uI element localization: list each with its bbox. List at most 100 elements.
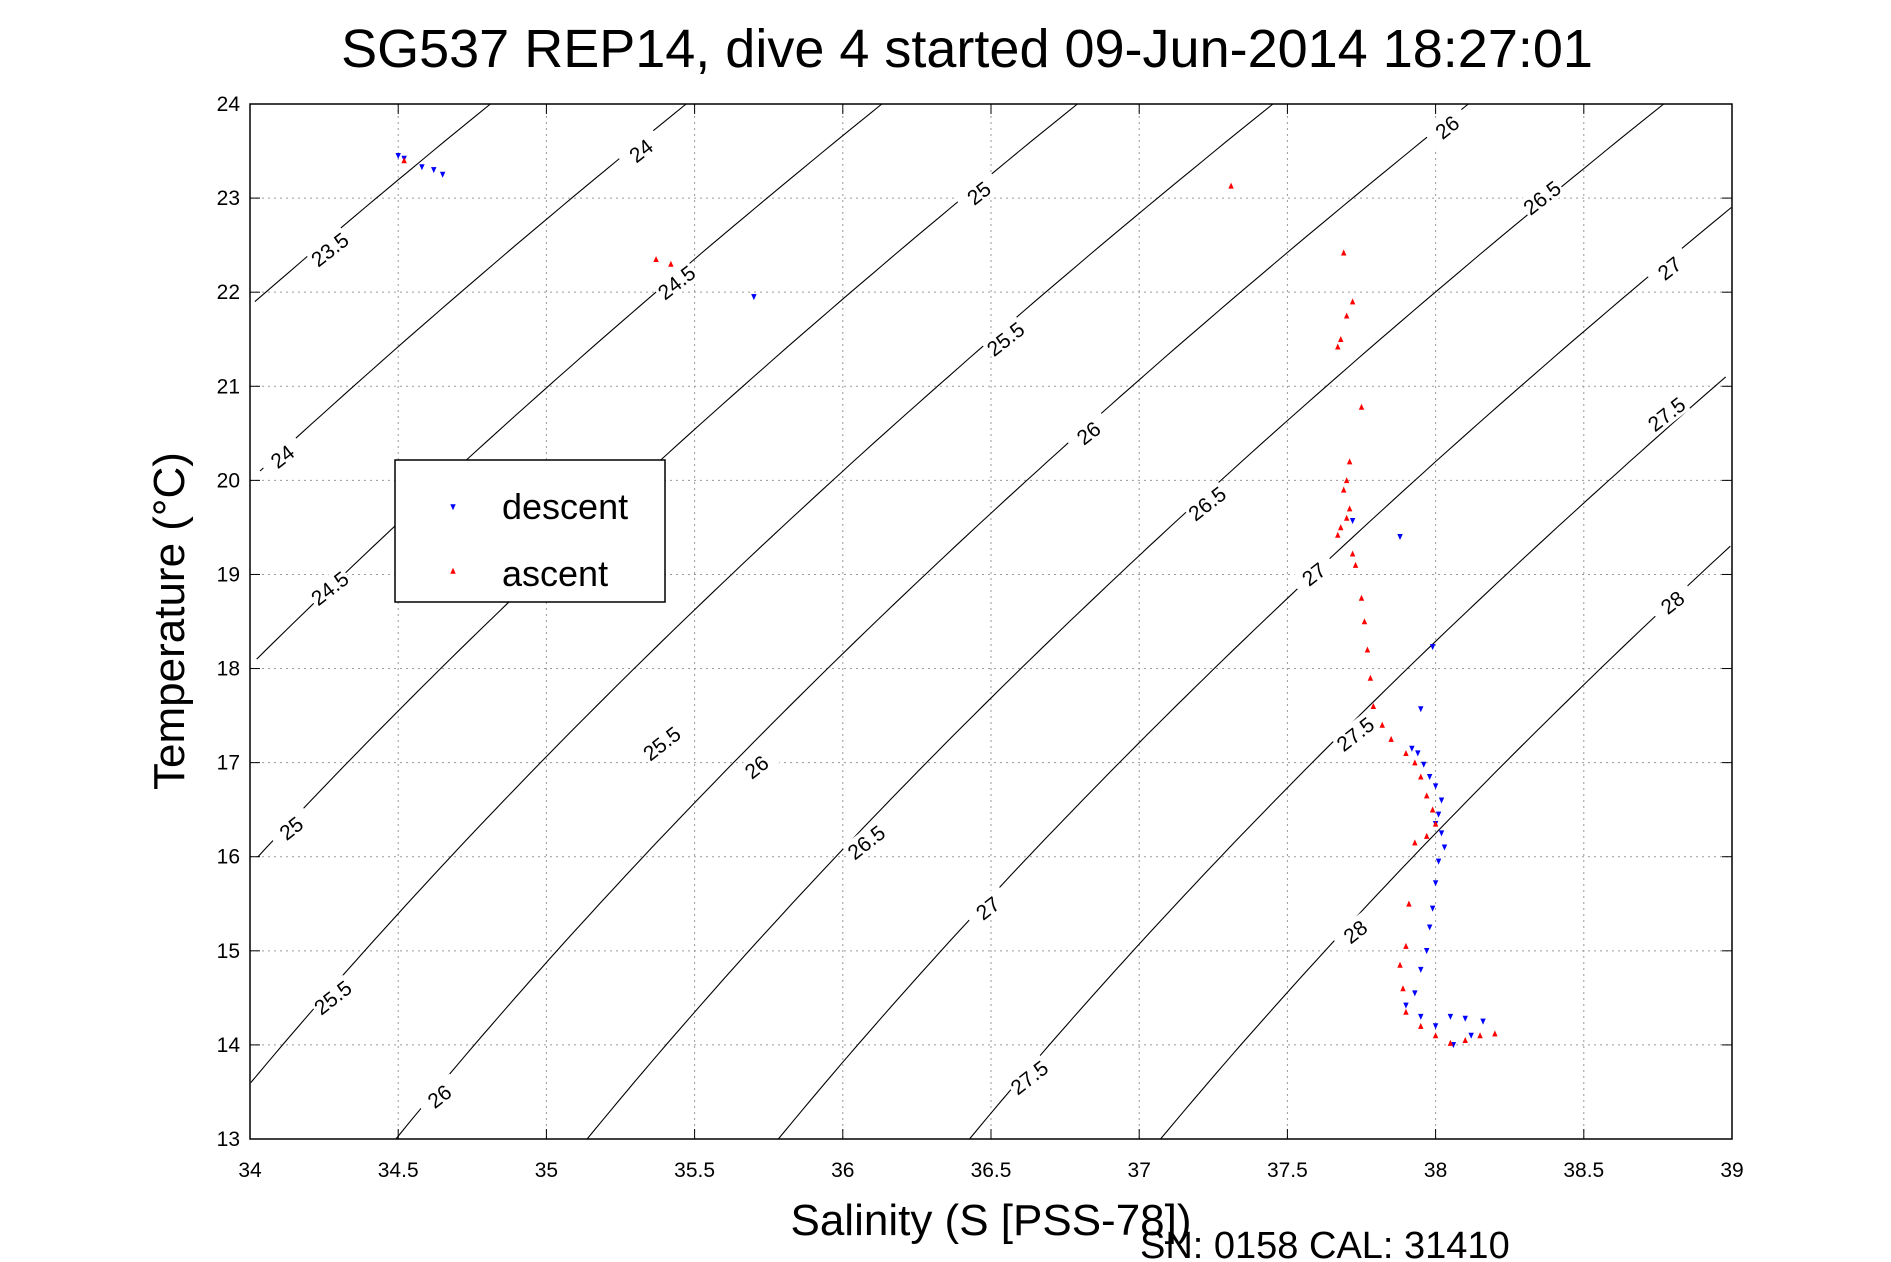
- data-point-ascent: [1403, 1008, 1409, 1015]
- legend-marker-ascent-symbol: [450, 567, 456, 574]
- density-contour-label-bg: [1182, 480, 1231, 526]
- y-tick-label: 19: [217, 563, 240, 586]
- data-point-descent: [1429, 644, 1436, 651]
- data-point-ascent: [1343, 312, 1350, 319]
- data-point-ascent: [1403, 942, 1409, 949]
- data-point-ascent: [1429, 806, 1436, 813]
- data-point-ascent: [1406, 900, 1412, 907]
- density-contour-line: [250, 103, 1274, 1083]
- y-tick-label: 16: [217, 846, 240, 869]
- density-contour-label-bg: [841, 819, 891, 865]
- x-tick-label: 34.5: [378, 1159, 419, 1182]
- density-contour-label-bg: [305, 565, 354, 610]
- data-point-ascent: [1361, 618, 1368, 625]
- data-point-descent: [1418, 1013, 1424, 1020]
- data-point-descent: [1462, 1015, 1468, 1022]
- chart-title: SG537 REP14, dive 4 started 09-Jun-2014 …: [341, 19, 1593, 79]
- density-contour-label-bg: [963, 885, 1012, 930]
- data-point-ascent: [1412, 839, 1418, 846]
- data-point-ascent: [1432, 820, 1439, 827]
- y-tick-label: 22: [217, 281, 240, 304]
- legend-box: [394, 459, 666, 603]
- x-tick-label: 36.5: [971, 1159, 1012, 1182]
- data-point-ascent: [1370, 702, 1377, 709]
- data-point-ascent: [1341, 486, 1347, 493]
- data-point-ascent: [1397, 961, 1403, 968]
- density-contour-label-bg: [1517, 175, 1566, 220]
- density-contours: [250, 103, 1732, 1140]
- data-point-descent: [439, 171, 446, 178]
- data-point-ascent: [1349, 550, 1356, 557]
- data-point-descent: [1441, 844, 1448, 851]
- density-contour-line: [254, 103, 491, 303]
- data-point-descent: [1432, 783, 1439, 790]
- density-contour-line: [1160, 545, 1731, 1140]
- data-point-descent: [1349, 518, 1356, 525]
- data-point-descent: [1415, 750, 1421, 757]
- density-contour-label-bg: [1330, 711, 1380, 756]
- density-contour-label-bg: [1289, 551, 1338, 596]
- data-point-ascent: [1358, 403, 1365, 410]
- x-tick-label: 39: [1720, 1159, 1743, 1182]
- density-contour-label-bg: [257, 433, 307, 479]
- data-point-ascent: [1447, 1039, 1454, 1046]
- density-contour-label-bg: [616, 128, 665, 173]
- density-contour-line: [969, 376, 1727, 1140]
- data-point-ascent: [1343, 477, 1350, 484]
- y-tick-label: 23: [217, 187, 240, 210]
- x-tick-label: 38: [1424, 1159, 1447, 1182]
- density-contour-label-bg: [981, 316, 1030, 361]
- data-point-ascent: [1492, 1030, 1498, 1037]
- data-point-descent: [1432, 880, 1439, 887]
- data-point-ascent: [668, 260, 674, 267]
- y-tick-label: 13: [217, 1128, 240, 1151]
- data-point-descent: [1480, 1018, 1486, 1025]
- data-point-ascent: [401, 157, 407, 164]
- density-contour-label-bg: [266, 805, 315, 850]
- data-point-descent: [1435, 811, 1442, 818]
- x-tick-label: 35: [535, 1159, 558, 1182]
- data-point-descent: [419, 164, 425, 171]
- density-contour-label-bg: [637, 720, 686, 766]
- data-point-descent: [1397, 534, 1403, 541]
- data-point-descent: [751, 294, 757, 301]
- y-tick-label: 20: [217, 469, 240, 492]
- x-tick-label: 38.5: [1563, 1159, 1604, 1182]
- data-point-ascent: [653, 256, 659, 263]
- density-contour-line: [395, 103, 1469, 1140]
- density-contour-label-bg: [1064, 410, 1113, 455]
- density-contour-label-bg: [1647, 579, 1697, 625]
- y-tick-label: 18: [217, 658, 240, 681]
- data-point-ascent: [1418, 1022, 1424, 1029]
- data-point-descent: [1412, 990, 1418, 997]
- data-point-descent: [431, 167, 437, 174]
- data-point-descent: [395, 152, 401, 159]
- data-point-descent: [1438, 830, 1445, 837]
- density-contour-label-bg: [1004, 1054, 1054, 1100]
- data-points: [395, 152, 1498, 1049]
- data-point-ascent: [1349, 298, 1356, 305]
- x-tick-label: 36: [831, 1159, 854, 1182]
- serial-calibration-note: SN: 0158 CAL: 31410: [1140, 1225, 1510, 1262]
- data-point-descent: [1426, 924, 1433, 931]
- density-contour-label-bg: [954, 170, 1003, 215]
- axis-ticks: 34 34.5 35 35.5 36 36.5 37 37.5 38 38.5 39 13 14 15 16…: [217, 93, 1744, 1182]
- density-contour-label-bg: [732, 744, 781, 789]
- x-axis-label: Salinity (S [PSS-78]): [790, 1196, 1191, 1245]
- legend-marker-descent: [450, 504, 456, 511]
- y-tick-label: 24: [217, 93, 241, 116]
- data-point-ascent: [1388, 735, 1394, 742]
- density-contour-label-bg: [414, 1073, 464, 1119]
- y-axis-label: Temperature (°C): [145, 452, 194, 790]
- data-point-ascent: [1367, 674, 1374, 681]
- data-point-descent: [1426, 773, 1433, 780]
- data-point-descent: [1429, 905, 1436, 912]
- data-point-descent: [1432, 1023, 1439, 1030]
- legend-marker-ascent: [450, 567, 456, 574]
- x-tick-label: 35.5: [674, 1159, 715, 1182]
- data-point-ascent: [1418, 773, 1424, 780]
- data-point-ascent: [1477, 1032, 1483, 1039]
- y-tick-label: 17: [217, 752, 240, 775]
- data-point-ascent: [1352, 561, 1359, 568]
